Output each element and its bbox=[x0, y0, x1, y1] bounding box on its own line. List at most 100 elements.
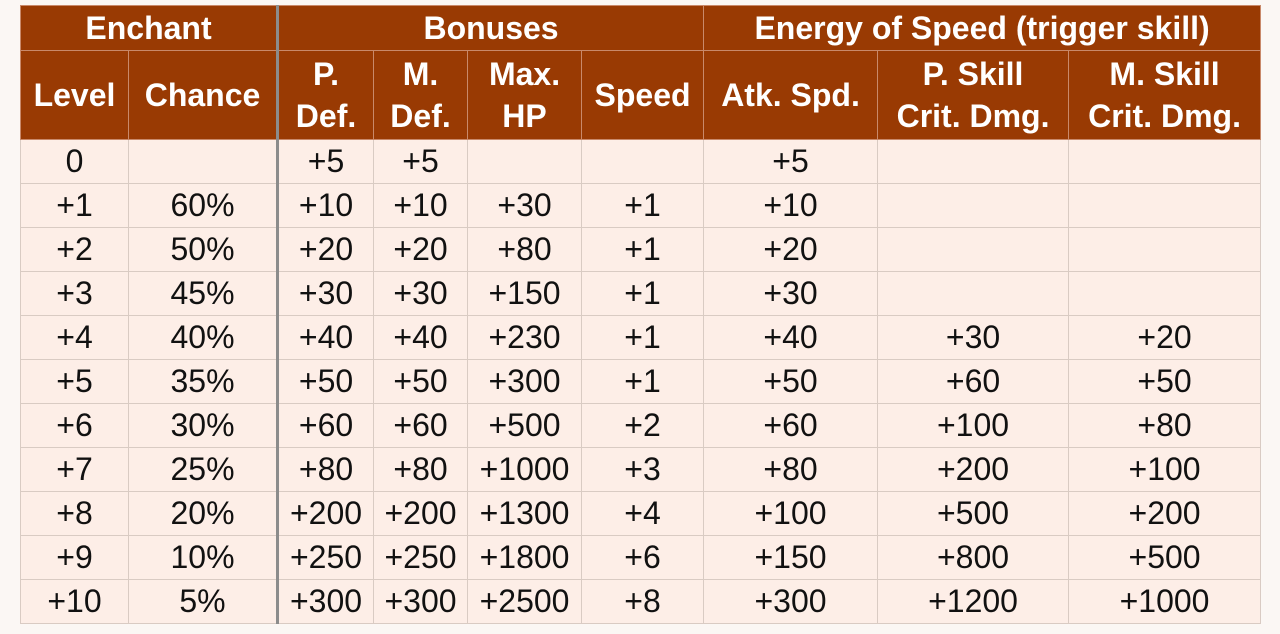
table-body: 0 +5 +5 +5 +1 60% +10 +10 +30 +1 +10 +2 50% +20 +20 +80… bbox=[20, 139, 1262, 624]
cell-p-skill-crit-dmg: +30 bbox=[877, 315, 1070, 360]
cell-chance: 5% bbox=[127, 579, 279, 624]
col-header-max-hp-line1: Max. bbox=[488, 56, 561, 92]
group-enchant-header: Enchant bbox=[19, 5, 279, 51]
cell-chance: 45% bbox=[127, 271, 279, 316]
cell-speed: +6 bbox=[581, 535, 705, 580]
cell-max-hp: +230 bbox=[467, 315, 583, 360]
cell-level: +10 bbox=[20, 579, 129, 624]
cell-m-skill-crit-dmg bbox=[1068, 139, 1262, 184]
cell-p-def: +200 bbox=[276, 491, 375, 536]
col-header-atk-spd-line1: Atk. Spd. bbox=[721, 77, 860, 113]
col-header-m-skill-crit-line1: M. Skill bbox=[1109, 56, 1220, 92]
cell-chance: 10% bbox=[127, 535, 279, 580]
cell-level: +9 bbox=[20, 535, 129, 580]
col-header-m-skill-crit: M. Skill Crit. Dmg. bbox=[1068, 50, 1262, 140]
cell-atk-spd: +50 bbox=[703, 359, 879, 404]
col-header-chance: Chance bbox=[127, 50, 279, 140]
cell-m-def: +60 bbox=[373, 403, 469, 448]
cell-speed: +1 bbox=[581, 315, 705, 360]
cell-max-hp: +1000 bbox=[467, 447, 583, 492]
col-header-m-def: M. Def. bbox=[373, 50, 469, 140]
cell-m-skill-crit-dmg bbox=[1068, 227, 1262, 272]
col-header-p-def-line2: Def. bbox=[295, 98, 357, 134]
cell-max-hp bbox=[467, 139, 583, 184]
cell-p-skill-crit-dmg bbox=[877, 139, 1070, 184]
cell-p-skill-crit-dmg: +100 bbox=[877, 403, 1070, 448]
cell-m-skill-crit-dmg: +1000 bbox=[1068, 579, 1262, 624]
table-row: +6 30% +60 +60 +500 +2 +60 +100 +80 bbox=[20, 403, 1262, 448]
cell-m-def: +10 bbox=[373, 183, 469, 228]
cell-level: 0 bbox=[20, 139, 129, 184]
cell-chance: 60% bbox=[127, 183, 279, 228]
group-energy-header: Energy of Speed (trigger skill) bbox=[703, 5, 1262, 51]
group-bonuses-header: Bonuses bbox=[276, 5, 705, 51]
cell-atk-spd: +100 bbox=[703, 491, 879, 536]
cell-p-skill-crit-dmg bbox=[877, 271, 1070, 316]
cell-p-def: +10 bbox=[276, 183, 375, 228]
cell-p-skill-crit-dmg: +1200 bbox=[877, 579, 1070, 624]
cell-chance bbox=[127, 139, 279, 184]
cell-max-hp: +500 bbox=[467, 403, 583, 448]
cell-p-def: +5 bbox=[276, 139, 375, 184]
cell-p-def: +80 bbox=[276, 447, 375, 492]
cell-p-def: +20 bbox=[276, 227, 375, 272]
cell-level: +7 bbox=[20, 447, 129, 492]
cell-p-skill-crit-dmg: +60 bbox=[877, 359, 1070, 404]
cell-atk-spd: +30 bbox=[703, 271, 879, 316]
table-row: +9 10% +250 +250 +1800 +6 +150 +800 +500 bbox=[20, 535, 1262, 580]
cell-m-def: +200 bbox=[373, 491, 469, 536]
cell-level: +4 bbox=[20, 315, 129, 360]
cell-m-def: +80 bbox=[373, 447, 469, 492]
cell-m-def: +5 bbox=[373, 139, 469, 184]
cell-m-skill-crit-dmg: +100 bbox=[1068, 447, 1262, 492]
col-header-level-line1: Level bbox=[33, 77, 116, 113]
group-header-row: Enchant Bonuses Energy of Speed (trigger… bbox=[19, 5, 1262, 51]
cell-p-def: +60 bbox=[276, 403, 375, 448]
cell-m-def: +40 bbox=[373, 315, 469, 360]
cell-level: +8 bbox=[20, 491, 129, 536]
cell-m-skill-crit-dmg: +80 bbox=[1068, 403, 1262, 448]
cell-p-skill-crit-dmg bbox=[877, 183, 1070, 228]
enchant-table-container: Enchant Bonuses Energy of Speed (trigger… bbox=[19, 5, 1262, 629]
cell-m-def: +300 bbox=[373, 579, 469, 624]
cell-chance: 40% bbox=[127, 315, 279, 360]
table-row: +5 35% +50 +50 +300 +1 +50 +60 +50 bbox=[20, 359, 1262, 404]
cell-max-hp: +1300 bbox=[467, 491, 583, 536]
cell-p-skill-crit-dmg bbox=[877, 227, 1070, 272]
col-header-p-def: P. Def. bbox=[276, 50, 375, 140]
cell-m-def: +250 bbox=[373, 535, 469, 580]
table-row: +4 40% +40 +40 +230 +1 +40 +30 +20 bbox=[20, 315, 1262, 360]
col-header-p-skill-crit: P. Skill Crit. Dmg. bbox=[877, 50, 1070, 140]
cell-speed: +1 bbox=[581, 183, 705, 228]
cell-m-skill-crit-dmg bbox=[1068, 271, 1262, 316]
cell-speed: +4 bbox=[581, 491, 705, 536]
col-header-level: Level bbox=[20, 50, 129, 140]
table-row: +10 5% +300 +300 +2500 +8 +300 +1200 +1000 bbox=[20, 579, 1262, 624]
cell-atk-spd: +60 bbox=[703, 403, 879, 448]
col-header-m-def-line2: Def. bbox=[390, 98, 451, 134]
table-row: +1 60% +10 +10 +30 +1 +10 bbox=[20, 183, 1262, 228]
col-header-p-def-line1: P. bbox=[312, 56, 340, 92]
cell-chance: 35% bbox=[127, 359, 279, 404]
table-row: +2 50% +20 +20 +80 +1 +20 bbox=[20, 227, 1262, 272]
cell-max-hp: +150 bbox=[467, 271, 583, 316]
cell-speed: +1 bbox=[581, 227, 705, 272]
col-header-m-skill-crit-line2: Crit. Dmg. bbox=[1088, 98, 1241, 134]
cell-p-def: +50 bbox=[276, 359, 375, 404]
cell-p-def: +30 bbox=[276, 271, 375, 316]
cell-atk-spd: +300 bbox=[703, 579, 879, 624]
cell-m-def: +20 bbox=[373, 227, 469, 272]
cell-chance: 50% bbox=[127, 227, 279, 272]
cell-max-hp: +2500 bbox=[467, 579, 583, 624]
cell-speed: +8 bbox=[581, 579, 705, 624]
col-header-chance-line1: Chance bbox=[144, 77, 261, 113]
cell-p-def: +300 bbox=[276, 579, 375, 624]
cell-chance: 25% bbox=[127, 447, 279, 492]
col-header-max-hp-line2: HP bbox=[502, 98, 547, 134]
cell-level: +2 bbox=[20, 227, 129, 272]
cell-speed bbox=[581, 139, 705, 184]
cell-m-def: +30 bbox=[373, 271, 469, 316]
cell-speed: +3 bbox=[581, 447, 705, 492]
enchant-bonus-table: Enchant Bonuses Energy of Speed (trigger… bbox=[19, 5, 1262, 624]
cell-chance: 30% bbox=[127, 403, 279, 448]
